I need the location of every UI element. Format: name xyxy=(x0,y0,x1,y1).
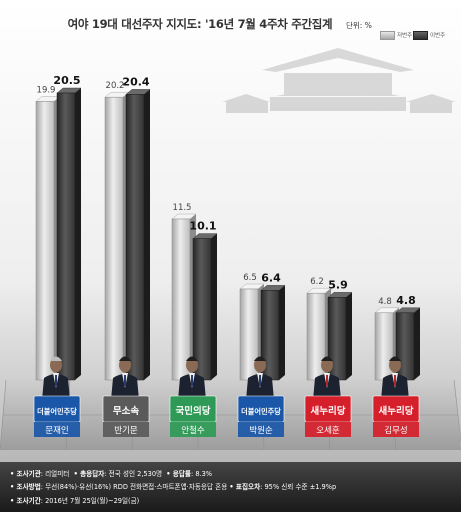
value-label-moon-jaein-last-week: 19.9 xyxy=(37,85,56,95)
legend-swatch-last-week xyxy=(380,31,395,40)
value-label-moon-jaein-this-week: 20.5 xyxy=(53,74,80,87)
bar-side-ahn-cheolsoo-this-week xyxy=(211,233,217,380)
name-plate-ahn-cheolsoo xyxy=(170,422,216,437)
legend-label-this-week: 이번주 xyxy=(430,33,446,39)
agency-label: • 조사기관 xyxy=(10,470,41,478)
name-plate-park-wonsoon xyxy=(238,422,284,437)
value-label-ban-kimoon-this-week: 20.4 xyxy=(122,75,149,88)
tie xyxy=(191,375,193,386)
legend-swatch-this-week xyxy=(413,31,428,40)
value-label-kim-moosung-this-week: 4.8 xyxy=(396,294,416,307)
respondents-text: : 전국 성인 2,530명 xyxy=(104,470,163,478)
bar-kim-moosung-last-week xyxy=(374,312,394,381)
tie xyxy=(259,375,261,386)
bar-side-park-wonsoon-this-week xyxy=(279,285,285,380)
bar-moon-jaein-this-week xyxy=(56,92,76,381)
footer-band xyxy=(0,462,461,512)
bar-moon-jaein-last-week xyxy=(35,101,55,381)
hair xyxy=(389,356,401,361)
candidate-name-park-wonsoon: 박원순 xyxy=(249,425,273,436)
error-text: : 95% 신뢰 수준 ±1.9%p xyxy=(260,483,337,492)
period-text: : 2016년 7월 25일(월)~29일(금) xyxy=(40,496,140,505)
chart-title: 여야 19대 대선주자 지지도: '16년 7월 4주차 주간집계 xyxy=(67,17,333,31)
tie xyxy=(55,375,57,386)
value-label-park-wonsoon-last-week: 6.5 xyxy=(243,273,257,283)
hair xyxy=(254,356,266,361)
method-label: • 조사방법 xyxy=(10,483,41,492)
hair xyxy=(119,356,131,361)
face xyxy=(186,357,198,373)
value-label-ahn-cheolsoo-this-week: 10.1 xyxy=(189,220,216,233)
value-label-ahn-cheolsoo-last-week: 11.5 xyxy=(173,203,192,213)
agency-text: : 리얼미터 xyxy=(40,470,70,478)
bar-ban-kimoon-this-week xyxy=(125,94,145,381)
party-name-ban-kimoon: 무소속 xyxy=(113,405,139,417)
party-name-kim-moosung: 새누리당 xyxy=(379,405,414,417)
candidate-name-kim-moosung: 김무성 xyxy=(384,425,407,436)
survey-info: • 조사기관: 리얼미터 • 총응답자: 전국 성인 2,530명 • 응답률:… xyxy=(10,468,458,508)
figure-moon-jaein xyxy=(42,356,70,400)
legend-item-last-week: 저번주 xyxy=(380,31,412,40)
face xyxy=(119,357,131,373)
response-rate-label: • 응답률 xyxy=(166,470,191,478)
bar-side-ban-kimoon-this-week xyxy=(144,89,150,381)
period-label: • 조사기간 xyxy=(10,496,41,505)
name-plate-oh-sehoon xyxy=(305,422,351,437)
value-label-kim-moosung-last-week: 4.8 xyxy=(378,297,392,307)
candidate-name-ban-kimoon: 반기문 xyxy=(114,425,138,436)
tie xyxy=(124,375,126,386)
bar-side-oh-sehoon-this-week xyxy=(346,292,352,380)
value-label-oh-sehoon-this-week: 5.9 xyxy=(328,278,348,291)
bar-ahn-cheolsoo-last-week xyxy=(171,218,191,381)
face xyxy=(321,357,333,373)
candidate-name-oh-sehoon: 오세훈 xyxy=(316,425,340,436)
bar-side-kim-moosung-this-week xyxy=(414,307,420,380)
name-plate-moon-jaein xyxy=(34,422,80,437)
face xyxy=(50,357,62,373)
hair xyxy=(50,356,62,361)
figure-ban-kimoon xyxy=(111,356,139,400)
legend-item-this-week: 이번주 xyxy=(413,31,445,40)
error-label: • 표집오차 xyxy=(229,483,261,492)
candidate-name-ahn-cheolsoo: 안철수 xyxy=(181,425,205,436)
legend-label-last-week: 저번주 xyxy=(397,33,413,39)
hair xyxy=(321,356,333,361)
bar-side-moon-jaein-this-week xyxy=(75,88,81,380)
respondents-label: • 총응답자 xyxy=(73,470,105,478)
party-name-park-wonsoon: 더불어민주당 xyxy=(241,407,281,416)
figure-oh-sehoon xyxy=(313,356,341,400)
party-name-oh-sehoon: 새누리당 xyxy=(311,405,346,417)
hair xyxy=(186,356,198,361)
candidate-name-moon-jaein: 문재인 xyxy=(45,425,68,436)
survey-line-3: • 조사기간: 2016년 7월 25일(월)~29일(금) xyxy=(10,495,458,508)
tie xyxy=(326,375,328,386)
response-rate-text: : 8.3% xyxy=(191,470,213,478)
name-plate-kim-moosung xyxy=(373,422,419,437)
value-label-ban-kimoon-last-week: 20.2 xyxy=(106,81,125,91)
figure-park-wonsoon xyxy=(246,356,274,400)
survey-line-2: • 조사방법: 무선(84%)·유선(16%) RDD 전화면접·스마트폰앱·자… xyxy=(10,481,458,494)
building-watermark xyxy=(222,48,456,113)
unit-label: 단위: % xyxy=(346,21,372,30)
face xyxy=(389,357,401,373)
face xyxy=(254,357,266,373)
figure-ahn-cheolsoo xyxy=(178,356,206,400)
bar-ban-kimoon-last-week xyxy=(104,96,124,381)
value-label-park-wonsoon-this-week: 6.4 xyxy=(261,271,281,284)
survey-line-1: • 조사기관: 리얼미터 • 총응답자: 전국 성인 2,530명 • 응답률:… xyxy=(10,468,458,481)
bars-layer: 19.920.5 20.220.4 11.5 10.1 6.5 6.4 6.2 5.9 4.8 4… xyxy=(35,74,421,381)
name-plate-ban-kimoon xyxy=(103,422,149,437)
party-name-ahn-cheolsoo: 국민의당 xyxy=(176,405,211,417)
value-label-oh-sehoon-last-week: 6.2 xyxy=(310,277,324,287)
method-text: : 무선(84%)·유선(16%) RDD 전화면접·스마트폰앱·자동응답 혼용 xyxy=(40,483,228,492)
party-name-moon-jaein: 더불어민주당 xyxy=(37,407,77,416)
tie xyxy=(394,375,396,386)
figure-kim-moosung xyxy=(381,356,409,400)
